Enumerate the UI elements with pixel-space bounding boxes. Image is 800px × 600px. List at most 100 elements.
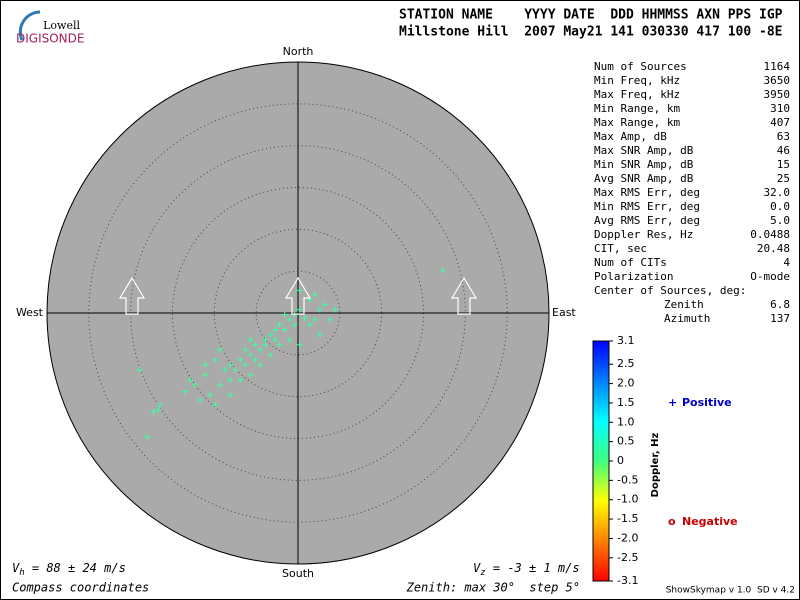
stat-label: Num of CITs (594, 256, 667, 269)
stat-value: 25 (777, 172, 790, 185)
source-point (247, 336, 254, 343)
zenith-label: Zenith: max 30° step 5° (406, 581, 580, 595)
source-point (217, 381, 224, 388)
stat-value: 32.0 (764, 186, 791, 199)
stat-value: 5.0 (770, 214, 790, 227)
stat-label: Max RMS Err, deg (594, 186, 700, 199)
source-point (276, 321, 283, 328)
vz-label: Vz = -3 ± 1 m/s (473, 561, 580, 578)
source-point (276, 341, 283, 348)
zenith-label: Zenith (664, 298, 704, 311)
source-point (272, 326, 279, 333)
source-point (316, 331, 323, 338)
source-point (281, 326, 288, 333)
legend-label: Negative (682, 515, 738, 528)
colorbar (592, 340, 610, 582)
source-point (212, 402, 219, 409)
source-point (286, 336, 293, 343)
source-point (197, 397, 204, 404)
azimuth-label: Azimuth (664, 312, 710, 325)
colorbar-tick-label: 2.0 (617, 377, 635, 390)
colorbar-tick-label: -1.5 (617, 512, 638, 525)
colorbar-tick-label: 0.5 (617, 435, 635, 448)
legend-label: Positive (682, 396, 732, 409)
source-point (311, 291, 318, 298)
stat-value: 0.0 (770, 200, 790, 213)
vh-label: Vh = 88 ± 24 m/s (12, 561, 126, 578)
source-point (247, 371, 254, 378)
source-point (232, 366, 239, 373)
source-point (187, 376, 194, 383)
source-point (192, 381, 199, 388)
source-point (237, 356, 244, 363)
version-label: ShowSkymap v 1.0 SD v 4.2 (666, 586, 795, 596)
stat-value: 407 (770, 116, 790, 129)
source-point (281, 311, 288, 318)
legend-symbol: + (668, 396, 677, 409)
colorbar-tick-label: 0 (617, 454, 624, 467)
logo-line1: Lowell (43, 19, 80, 32)
west-label: West (16, 306, 44, 319)
source-point (202, 371, 209, 378)
stat-value: 3950 (764, 88, 791, 101)
source-point (262, 341, 269, 348)
source-point (311, 316, 318, 323)
source-point (136, 366, 143, 373)
stat-label: CIT, sec (594, 242, 647, 255)
stat-label: Min Range, km (594, 102, 680, 115)
header-values: Millstone Hill 2007 May21 141 030330 417… (399, 25, 783, 40)
source-point (296, 341, 303, 348)
arrows (118, 276, 478, 315)
source-point (286, 316, 293, 323)
colorbar-tick-label: 1.5 (617, 396, 635, 409)
source-point (316, 306, 323, 313)
source-point (144, 433, 151, 440)
stat-label: Min Freq, kHz (594, 74, 680, 87)
stat-label: Avg SNR Amp, dB (594, 172, 694, 185)
source-point (247, 351, 254, 358)
source-point (237, 376, 244, 383)
source-point (331, 306, 338, 313)
stat-label: Avg RMS Err, deg (594, 214, 700, 227)
stat-value: 4 (783, 256, 790, 269)
source-point (212, 356, 219, 363)
colorbar-title: Doppler, Hz (650, 433, 661, 498)
azimuth-value: 137 (770, 312, 790, 325)
stat-label: Max SNR Amp, dB (594, 144, 694, 157)
east-label: East (552, 306, 576, 319)
stat-value: 63 (777, 130, 790, 143)
source-point (252, 341, 259, 348)
stat-value: 3650 (764, 74, 791, 87)
source-point (267, 331, 274, 338)
legend-symbol: o (668, 515, 676, 528)
source-point (155, 407, 162, 414)
source-point (262, 336, 269, 343)
source-point (326, 316, 333, 323)
stat-value: 1164 (764, 60, 791, 73)
stat-value: 20.48 (757, 242, 790, 255)
source-point (296, 287, 303, 294)
source-point (252, 356, 259, 363)
colorbar-tick-label: 3.1 (617, 334, 635, 347)
stat-label: Max Freq, kHz (594, 88, 680, 101)
center-title: Center of Sources, deg: (594, 284, 746, 297)
source-point (242, 346, 249, 353)
source-point (227, 361, 234, 368)
source-point (202, 361, 209, 368)
source-point (291, 321, 298, 328)
stat-label: Min RMS Err, deg (594, 200, 700, 213)
colorbar-tick-label: -2.5 (617, 551, 638, 564)
stat-label: Max Range, km (594, 116, 680, 129)
stat-label: Min SNR Amp, dB (594, 158, 694, 171)
source-point (306, 321, 313, 328)
header-columns: STATION NAME YYYY DATE DDD HHMMSS AXN PP… (399, 8, 783, 23)
logo-swoosh (18, 10, 41, 41)
plot (46, 61, 550, 565)
source-point (242, 361, 249, 368)
source-point (267, 351, 274, 358)
stat-value: 15 (777, 158, 790, 171)
source-point (156, 402, 163, 409)
source-point (272, 336, 279, 343)
source-point (291, 311, 298, 318)
